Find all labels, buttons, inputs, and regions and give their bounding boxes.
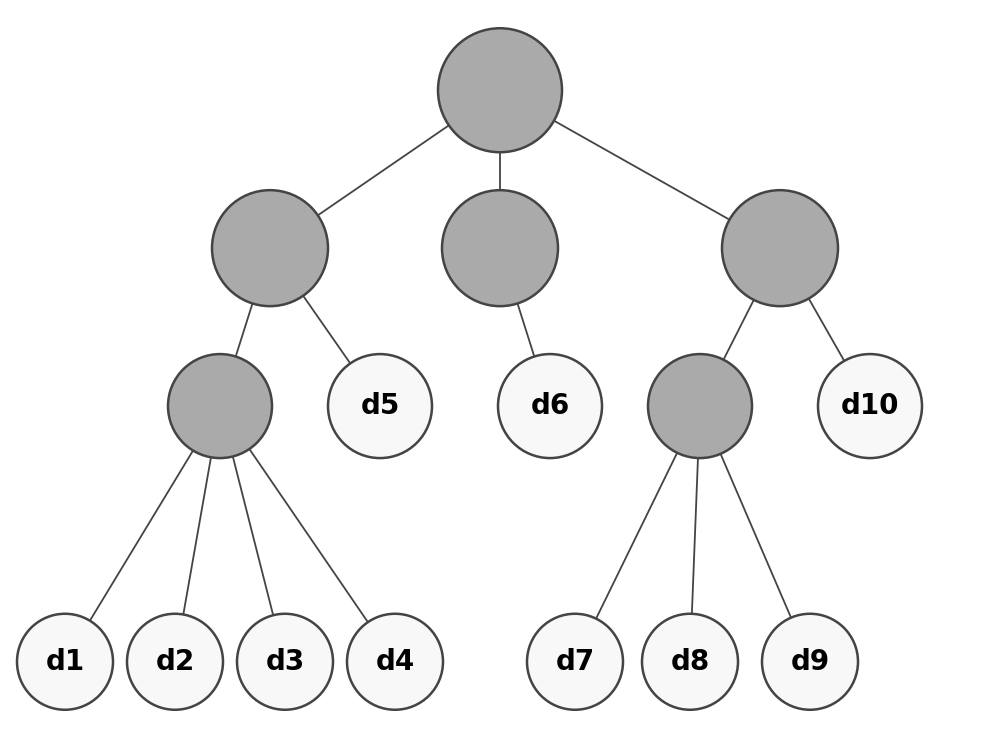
Text: d3: d3	[265, 647, 305, 676]
Text: d8: d8	[670, 647, 710, 676]
Ellipse shape	[17, 614, 113, 710]
Ellipse shape	[237, 614, 333, 710]
Ellipse shape	[328, 354, 432, 458]
Ellipse shape	[722, 190, 838, 306]
Ellipse shape	[818, 354, 922, 458]
Ellipse shape	[527, 614, 623, 710]
Text: d2: d2	[155, 647, 195, 676]
Ellipse shape	[168, 354, 272, 458]
Ellipse shape	[498, 354, 602, 458]
Text: d5: d5	[360, 392, 400, 420]
Text: d4: d4	[375, 647, 415, 676]
Ellipse shape	[648, 354, 752, 458]
Ellipse shape	[438, 29, 562, 152]
Ellipse shape	[762, 614, 858, 710]
Ellipse shape	[212, 190, 328, 306]
Text: d10: d10	[841, 392, 899, 420]
Ellipse shape	[442, 190, 558, 306]
Text: d6: d6	[530, 392, 570, 420]
Text: d1: d1	[45, 647, 85, 676]
Ellipse shape	[347, 614, 443, 710]
Ellipse shape	[642, 614, 738, 710]
Text: d7: d7	[555, 647, 595, 676]
Text: d9: d9	[790, 647, 830, 676]
Ellipse shape	[127, 614, 223, 710]
